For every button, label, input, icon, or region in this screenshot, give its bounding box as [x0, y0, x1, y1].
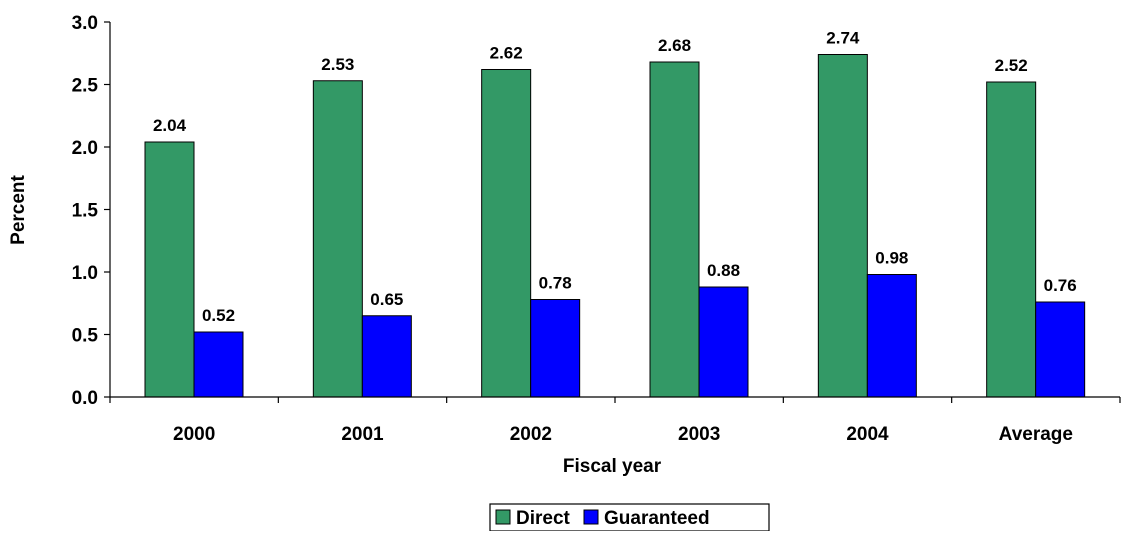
x-tick-label: 2002: [510, 424, 552, 445]
bar-direct-2000: [144, 141, 195, 398]
legend-swatch-direct: [495, 509, 511, 525]
bar-direct-2002: [481, 69, 532, 398]
x-tick-label: 2004: [846, 424, 889, 445]
legend-label-guaranteed: Guaranteed: [604, 508, 710, 529]
value-label-guaranteed-2002: 0.78: [539, 274, 572, 293]
x-tick-label: Average: [999, 424, 1073, 445]
bar-guaranteed-2001: [361, 315, 412, 398]
value-label-direct-2004: 2.74: [826, 29, 860, 48]
x-tick-label: 2000: [173, 424, 215, 445]
value-label-direct-2002: 2.62: [490, 44, 523, 63]
value-label-direct-average: 2.52: [995, 56, 1028, 75]
bar-guaranteed-2003: [698, 286, 749, 398]
y-axis-title: Percent: [8, 174, 29, 244]
bar-guaranteed-2000: [193, 331, 244, 398]
y-tick-label: 0.5: [72, 326, 99, 347]
legend-label-direct: Direct: [516, 508, 571, 529]
bar-guaranteed-2004: [866, 274, 917, 398]
bar-direct-2004: [817, 54, 868, 398]
bar-direct-average: [986, 81, 1037, 398]
y-tick-label: 2.5: [72, 76, 99, 97]
bar-direct-2001: [312, 80, 363, 398]
legend: Direct Guaranteed: [489, 503, 770, 532]
bars-layer: [144, 54, 1086, 398]
x-axis-title: Fiscal year: [563, 456, 662, 477]
y-tick-label: 3.0: [72, 13, 98, 34]
labels-layer: 2.04 2.53 2.62 2.68 2.74 2.52 0.52 0.65 0.78 0.88…: [72, 13, 1077, 445]
y-tick-label: 1.5: [72, 201, 99, 222]
value-label-guaranteed-average: 0.76: [1044, 276, 1077, 295]
value-label-guaranteed-2001: 0.65: [370, 290, 403, 309]
value-label-direct-2000: 2.04: [153, 116, 187, 135]
value-label-guaranteed-2000: 0.52: [202, 306, 235, 325]
value-label-guaranteed-2004: 0.98: [875, 249, 908, 268]
value-label-guaranteed-2003: 0.88: [707, 261, 740, 280]
x-tick-label: 2003: [678, 424, 720, 445]
y-tick-label: 2.0: [72, 138, 98, 159]
legend-box: [489, 503, 770, 532]
legend-swatch-guaranteed: [583, 509, 599, 525]
value-label-direct-2001: 2.53: [321, 55, 354, 74]
axes-layer: [104, 21, 1121, 403]
y-tick-label: 1.0: [72, 263, 98, 284]
x-tick-label: 2001: [341, 424, 384, 445]
value-label-direct-2003: 2.68: [658, 36, 691, 55]
y-tick-label: 0.0: [72, 388, 98, 409]
bar-guaranteed-2002: [530, 299, 581, 398]
bar-guaranteed-average: [1035, 301, 1086, 398]
bar-direct-2003: [649, 61, 700, 398]
